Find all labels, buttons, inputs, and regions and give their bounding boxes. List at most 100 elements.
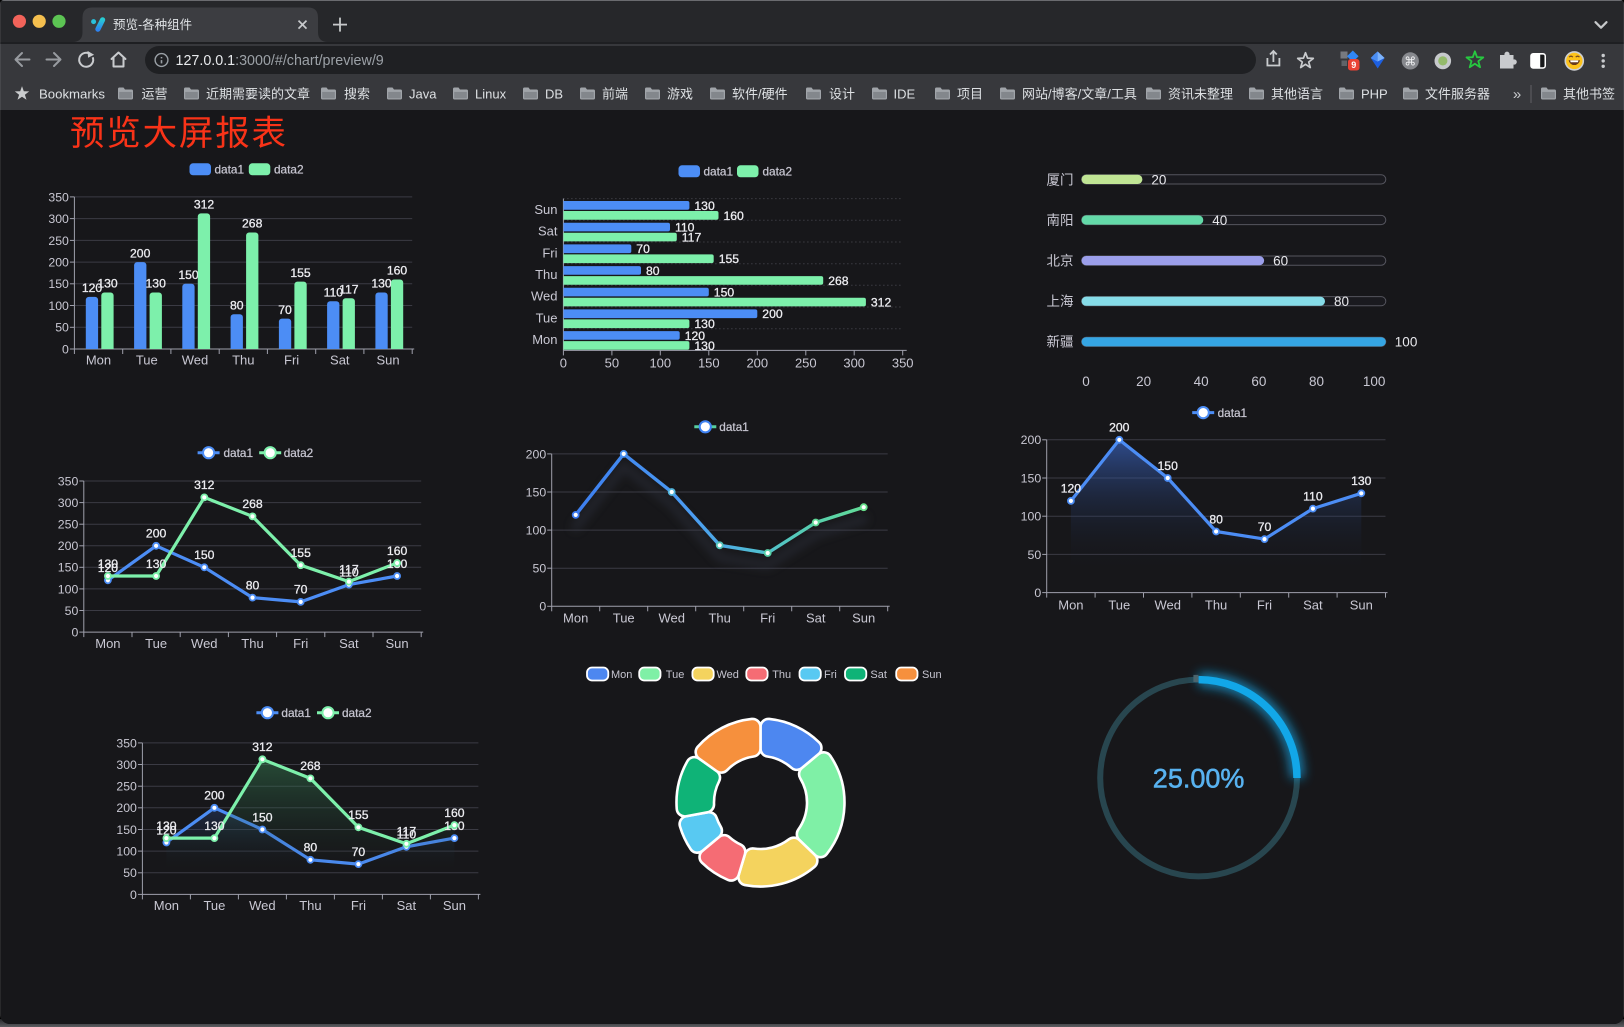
svg-text:南阳: 南阳: [1047, 213, 1074, 228]
svg-text:100: 100: [1395, 335, 1418, 350]
svg-text:Fri: Fri: [293, 636, 308, 651]
svg-text:200: 200: [746, 356, 768, 371]
svg-text:50: 50: [55, 321, 69, 335]
svg-text:Wed: Wed: [249, 898, 276, 913]
svg-text:0: 0: [539, 600, 546, 614]
svg-text:Thu: Thu: [772, 669, 791, 681]
svg-text:130: 130: [694, 339, 715, 353]
svg-text:data2: data2: [763, 165, 793, 179]
svg-text:100: 100: [58, 582, 79, 596]
svg-text:200: 200: [1021, 433, 1042, 447]
svg-text:Sun: Sun: [534, 202, 557, 217]
svg-text:200: 200: [526, 447, 547, 461]
svg-text:DB: DB: [545, 87, 563, 102]
svg-text:155: 155: [719, 252, 740, 266]
svg-text:Sun: Sun: [922, 669, 942, 681]
svg-text:Bookmarks: Bookmarks: [39, 87, 105, 102]
svg-text:data1: data1: [215, 163, 245, 177]
svg-text:Thu: Thu: [708, 611, 730, 626]
svg-text:150: 150: [58, 561, 79, 575]
svg-text:150: 150: [194, 548, 215, 562]
svg-text:110: 110: [1303, 489, 1323, 503]
svg-text:data1: data1: [719, 420, 749, 434]
svg-text:80: 80: [1309, 374, 1324, 389]
svg-text:其他书签: 其他书签: [1563, 87, 1615, 102]
svg-text:117: 117: [682, 230, 702, 244]
svg-text:110: 110: [397, 828, 417, 842]
svg-text:120: 120: [685, 329, 706, 343]
svg-text:250: 250: [58, 518, 79, 532]
svg-text:100: 100: [649, 356, 671, 371]
svg-text:data1: data1: [704, 165, 734, 179]
svg-text:Thu: Thu: [299, 898, 321, 913]
svg-text:350: 350: [116, 736, 137, 750]
svg-text:70: 70: [1258, 520, 1272, 534]
svg-text:120: 120: [82, 281, 103, 295]
svg-text:80: 80: [646, 264, 660, 278]
svg-text:60: 60: [1273, 254, 1288, 269]
svg-text:80: 80: [246, 578, 260, 592]
svg-text:150: 150: [252, 810, 273, 824]
svg-text:350: 350: [48, 190, 69, 204]
svg-text:0: 0: [130, 888, 137, 902]
svg-text:20: 20: [1151, 172, 1166, 187]
svg-text:127.0.0.1:3000/#/chart/preview: 127.0.0.1:3000/#/chart/preview/9: [176, 53, 384, 69]
svg-text:268: 268: [300, 759, 321, 773]
svg-text:200: 200: [146, 527, 167, 541]
svg-text:Tue: Tue: [145, 636, 167, 651]
svg-text:100: 100: [1363, 374, 1386, 389]
svg-text:近期需要读的文章: 近期需要读的文章: [206, 87, 310, 102]
svg-text:117: 117: [339, 562, 359, 576]
svg-text:50: 50: [605, 356, 619, 371]
svg-text:100: 100: [48, 299, 69, 313]
svg-text:268: 268: [242, 497, 263, 511]
svg-text:Wed: Wed: [182, 353, 209, 368]
svg-text:130: 130: [204, 819, 225, 833]
svg-text:PHP: PHP: [1361, 87, 1388, 102]
svg-text:70: 70: [278, 303, 292, 317]
svg-text:Sat: Sat: [870, 669, 887, 681]
svg-text:130: 130: [98, 557, 119, 571]
svg-text:150: 150: [714, 286, 735, 300]
svg-text:80: 80: [1334, 294, 1349, 309]
svg-text:100: 100: [116, 845, 137, 859]
svg-text:北京: 北京: [1047, 254, 1074, 269]
svg-text:60: 60: [1251, 374, 1266, 389]
svg-text:Sat: Sat: [538, 224, 558, 239]
svg-text:250: 250: [116, 780, 137, 794]
svg-text:预览-各种组件: 预览-各种组件: [113, 17, 192, 32]
svg-text:其他语言: 其他语言: [1271, 87, 1323, 102]
svg-text:117: 117: [397, 825, 417, 839]
svg-text:上海: 上海: [1047, 294, 1074, 309]
svg-text:Thu: Thu: [1205, 597, 1227, 612]
svg-text:150: 150: [1158, 459, 1179, 473]
svg-text:Sun: Sun: [852, 611, 875, 626]
svg-text:搜索: 搜索: [344, 87, 370, 102]
svg-text:Thu: Thu: [535, 267, 557, 282]
svg-text:Tue: Tue: [203, 898, 225, 913]
svg-text:160: 160: [724, 209, 745, 223]
svg-text:前端: 前端: [602, 87, 628, 102]
svg-text:Thu: Thu: [232, 353, 254, 368]
svg-text:40: 40: [1194, 374, 1209, 389]
svg-text:Mon: Mon: [86, 353, 111, 368]
svg-text:268: 268: [828, 274, 849, 288]
svg-text:50: 50: [65, 604, 79, 618]
svg-text:»: »: [1513, 86, 1521, 103]
svg-text:Mon: Mon: [95, 636, 120, 651]
svg-text:160: 160: [387, 544, 408, 558]
svg-text:Linux: Linux: [475, 87, 507, 102]
svg-text:Thu: Thu: [241, 636, 263, 651]
svg-text:设计: 设计: [829, 87, 855, 102]
svg-text:Sun: Sun: [443, 898, 466, 913]
svg-text:70: 70: [294, 583, 308, 597]
svg-text:200: 200: [58, 539, 79, 553]
svg-text:155: 155: [348, 808, 369, 822]
svg-text:70: 70: [352, 845, 366, 859]
svg-text:Wed: Wed: [717, 669, 739, 681]
svg-text:Fri: Fri: [351, 898, 366, 913]
svg-text:130: 130: [694, 199, 715, 213]
svg-text:80: 80: [1209, 512, 1223, 526]
svg-text:150: 150: [48, 277, 69, 291]
svg-text:312: 312: [194, 198, 215, 212]
